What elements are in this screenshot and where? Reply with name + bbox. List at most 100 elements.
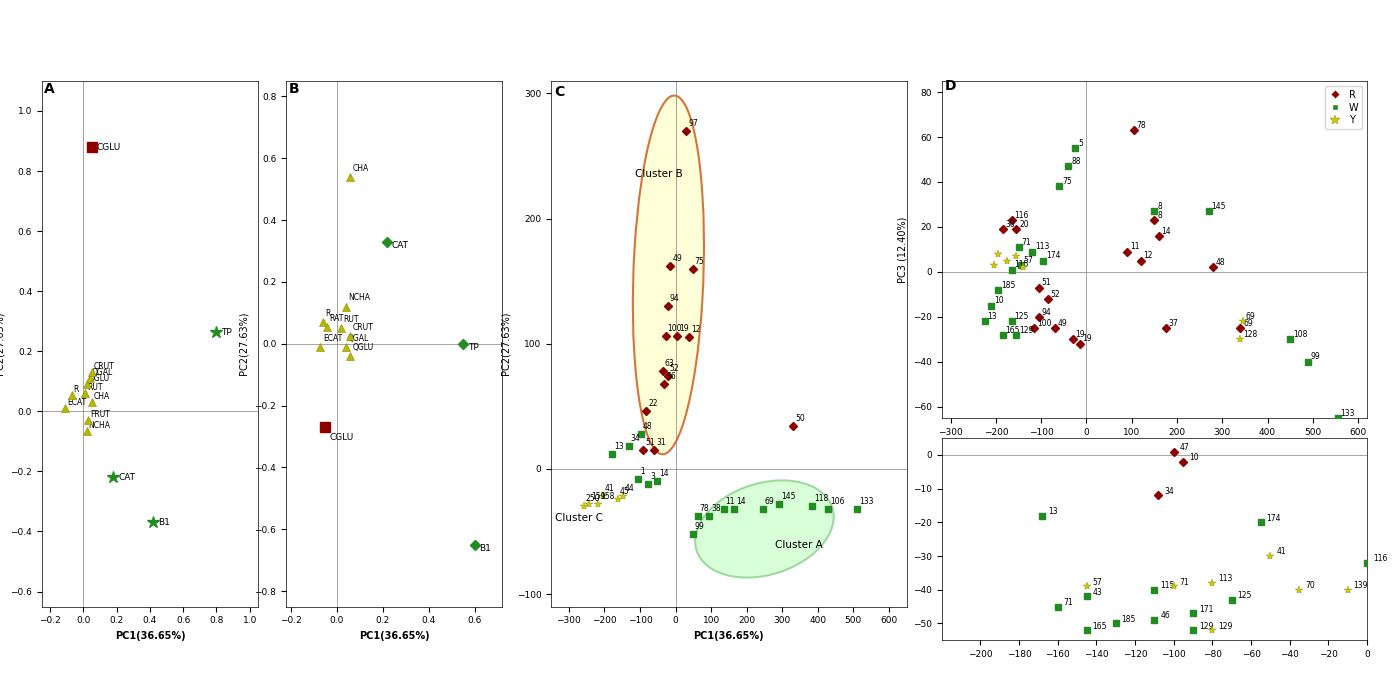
Text: R: R (325, 309, 331, 318)
Text: RUT: RUT (86, 384, 102, 392)
Legend: R, W, Y: R, W, Y (1325, 86, 1363, 129)
X-axis label: PC1(36.65%): PC1(36.65%) (359, 631, 430, 641)
Text: 250: 250 (586, 495, 600, 503)
Ellipse shape (633, 96, 704, 454)
Text: 52: 52 (670, 364, 679, 373)
Text: 133: 133 (1341, 408, 1355, 418)
Text: 20: 20 (1018, 220, 1028, 229)
Text: 8: 8 (1156, 202, 1162, 211)
Text: 57: 57 (1024, 256, 1034, 265)
Y-axis label: PC2(27.63%): PC2(27.63%) (0, 312, 4, 375)
Text: 13: 13 (614, 442, 624, 451)
Text: 50: 50 (795, 415, 805, 423)
Text: 5: 5 (1078, 139, 1083, 148)
Text: 63: 63 (665, 359, 675, 368)
Text: 47: 47 (1180, 443, 1190, 452)
Text: 71: 71 (1180, 578, 1189, 586)
Text: CRUT: CRUT (93, 362, 114, 371)
Text: 69: 69 (1246, 312, 1256, 321)
X-axis label: PC1 (36.65%): PC1 (36.65%) (1117, 442, 1191, 452)
Text: 165: 165 (1092, 621, 1108, 630)
Text: 125: 125 (1237, 591, 1251, 600)
Text: 49: 49 (1057, 319, 1067, 328)
Text: 12: 12 (691, 326, 700, 334)
Text: 99: 99 (695, 522, 704, 531)
Text: 78: 78 (1137, 121, 1147, 130)
Text: CGLU: CGLU (96, 143, 121, 152)
Text: QGLU: QGLU (353, 343, 374, 352)
Text: 158: 158 (600, 492, 614, 501)
Text: 97: 97 (688, 119, 698, 128)
Text: 106: 106 (830, 497, 845, 506)
Text: D: D (946, 79, 957, 93)
Y-axis label: PC2(27.63%): PC2(27.63%) (501, 312, 511, 375)
Text: 115: 115 (1161, 581, 1175, 590)
Text: 41: 41 (1276, 547, 1286, 556)
Text: 49: 49 (672, 254, 682, 263)
Text: B: B (289, 82, 299, 96)
Text: NCHA: NCHA (88, 421, 110, 430)
Text: CHA: CHA (353, 164, 368, 173)
Text: 14: 14 (737, 497, 746, 506)
Text: 116: 116 (1014, 211, 1030, 220)
Y-axis label: PC3 (12.40%): PC3 (12.40%) (897, 216, 907, 282)
Text: 125: 125 (1014, 312, 1030, 321)
Text: 10: 10 (1189, 453, 1198, 462)
Text: 14: 14 (660, 469, 668, 479)
Text: RAT: RAT (329, 313, 345, 323)
Text: 11: 11 (725, 497, 735, 506)
Text: 108: 108 (1293, 330, 1307, 339)
Text: QGAL: QGAL (349, 334, 370, 342)
Text: R: R (74, 385, 80, 394)
Text: 113: 113 (1035, 243, 1049, 251)
Text: 145: 145 (781, 492, 795, 501)
Text: 12: 12 (1144, 251, 1154, 260)
Text: 13: 13 (1048, 507, 1057, 516)
Text: 14: 14 (1162, 226, 1172, 236)
Text: 99: 99 (1311, 353, 1321, 361)
Text: 75: 75 (695, 257, 704, 266)
Text: CHA: CHA (93, 392, 110, 401)
Text: 22: 22 (649, 399, 658, 408)
Text: 115: 115 (1014, 260, 1030, 270)
X-axis label: PC1(36.65%): PC1(36.65%) (693, 631, 764, 641)
Text: 88: 88 (1071, 157, 1081, 166)
Text: 71: 71 (1063, 598, 1073, 607)
Text: 56: 56 (667, 372, 677, 381)
Text: 100: 100 (1036, 319, 1052, 328)
Text: 171: 171 (1198, 605, 1214, 613)
Text: NCHA: NCHA (349, 293, 370, 303)
Text: 145: 145 (1211, 202, 1226, 211)
Text: 57: 57 (1092, 578, 1102, 586)
Text: 78: 78 (700, 504, 709, 514)
Text: 165: 165 (1006, 326, 1020, 334)
Text: 116: 116 (1373, 554, 1387, 563)
Text: 69: 69 (1243, 319, 1253, 328)
Text: 94: 94 (1042, 307, 1052, 317)
Text: 30: 30 (1006, 220, 1016, 229)
Text: 129: 129 (1218, 621, 1233, 630)
Text: 31: 31 (656, 438, 665, 447)
Text: Cluster B: Cluster B (635, 169, 682, 179)
Text: C: C (554, 85, 564, 99)
Text: 52: 52 (1050, 290, 1060, 299)
Text: 10: 10 (995, 297, 1004, 305)
Text: 37: 37 (1169, 319, 1179, 328)
Text: 159: 159 (591, 492, 605, 501)
Text: 46: 46 (1161, 611, 1170, 620)
Text: 34: 34 (631, 434, 640, 443)
Text: QGLU: QGLU (88, 374, 110, 384)
Text: 174: 174 (1267, 514, 1281, 522)
Text: RUT: RUT (343, 315, 359, 324)
Text: QGAL: QGAL (92, 368, 113, 377)
Text: 34: 34 (1163, 487, 1173, 495)
Text: 41: 41 (605, 485, 614, 493)
Text: 139: 139 (1353, 581, 1368, 590)
Text: 19: 19 (1076, 330, 1085, 339)
X-axis label: PC1(36.65%): PC1(36.65%) (114, 631, 186, 641)
Text: 133: 133 (859, 497, 873, 506)
Text: 45: 45 (619, 487, 629, 496)
Text: Cluster C: Cluster C (555, 514, 603, 524)
Ellipse shape (695, 481, 834, 578)
Text: 174: 174 (1046, 251, 1060, 260)
